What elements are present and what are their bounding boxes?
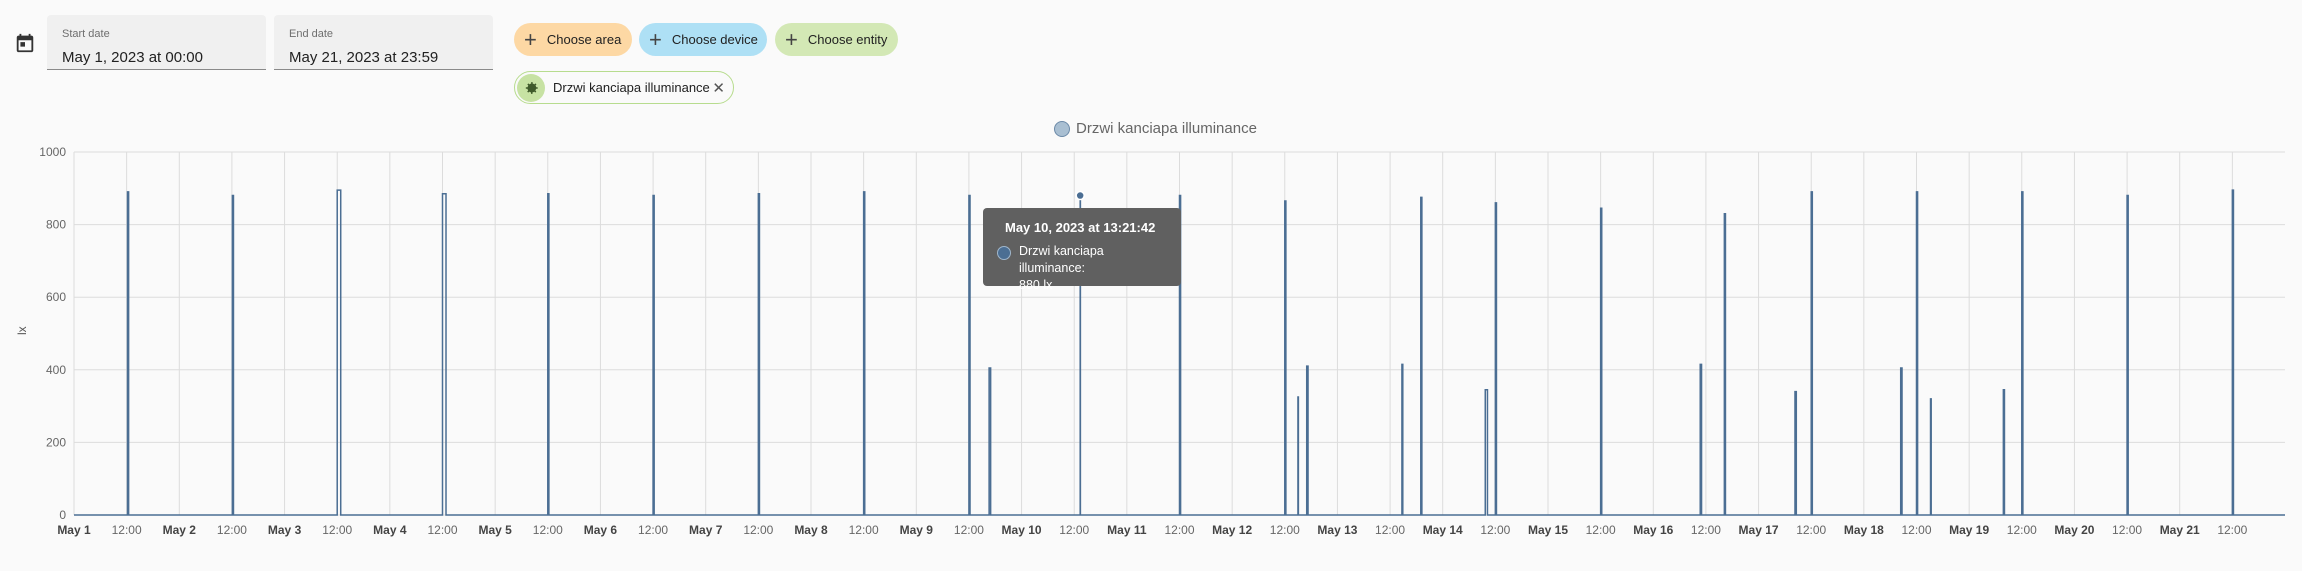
x-tick-label: 12:00 bbox=[217, 523, 247, 537]
x-tick-label: May 17 bbox=[1739, 523, 1779, 537]
x-tick-label: 12:00 bbox=[1480, 523, 1510, 537]
tooltip-value: 880 lx bbox=[1019, 278, 1053, 292]
end-date-label: End date bbox=[289, 28, 334, 40]
x-tick-label: 12:00 bbox=[638, 523, 668, 537]
x-tick-label: May 9 bbox=[900, 523, 934, 537]
x-tick-label: May 10 bbox=[1002, 523, 1042, 537]
x-tick-label: 12:00 bbox=[2112, 523, 2142, 537]
x-tick-label: 12:00 bbox=[954, 523, 984, 537]
x-tick-label: 12:00 bbox=[1270, 523, 1300, 537]
x-tick-label: 12:00 bbox=[1586, 523, 1616, 537]
tooltip-series-marker bbox=[997, 246, 1011, 260]
x-tick-label: May 18 bbox=[1844, 523, 1884, 537]
x-tick-label: May 2 bbox=[163, 523, 197, 537]
y-tick-label: 200 bbox=[46, 435, 66, 449]
x-tick-label: 12:00 bbox=[2007, 523, 2037, 537]
x-tick-label: May 6 bbox=[584, 523, 618, 537]
selected-entity-name: Drzwi kanciapa illuminance bbox=[553, 80, 710, 95]
x-tick-label: May 19 bbox=[1949, 523, 1989, 537]
plus-icon: + bbox=[785, 26, 798, 52]
start-date-value: May 1, 2023 at 00:00 bbox=[62, 49, 203, 66]
x-tick-label: May 1 bbox=[57, 523, 91, 537]
y-tick-label: 400 bbox=[46, 363, 66, 377]
x-tick-label: May 5 bbox=[478, 523, 512, 537]
x-tick-label: May 15 bbox=[1528, 523, 1568, 537]
selected-entity-chip[interactable]: Drzwi kanciapa illuminance ✕ bbox=[514, 71, 734, 104]
end-date-field[interactable]: End date May 21, 2023 at 23:59 bbox=[274, 15, 493, 70]
x-tick-label: 12:00 bbox=[533, 523, 563, 537]
x-tick-label: May 20 bbox=[2054, 523, 2094, 537]
x-tick-label: May 11 bbox=[1107, 523, 1147, 537]
y-tick-label: 1000 bbox=[39, 145, 66, 159]
y-tick-label: 600 bbox=[46, 290, 66, 304]
x-tick-label: May 16 bbox=[1633, 523, 1673, 537]
chart-tooltip: May 10, 2023 at 13:21:42 Drzwi kanciapa … bbox=[983, 208, 1181, 292]
highlighted-point bbox=[1075, 190, 1085, 201]
x-tick-label: 12:00 bbox=[1691, 523, 1721, 537]
y-tick-label: 800 bbox=[46, 218, 66, 232]
y-tick-label: 0 bbox=[59, 508, 66, 522]
tooltip-title: May 10, 2023 at 13:21:42 bbox=[1005, 220, 1156, 235]
x-tick-label: May 3 bbox=[268, 523, 302, 537]
x-tick-label: May 7 bbox=[689, 523, 723, 537]
choose-device-button[interactable]: + Choose device bbox=[639, 23, 767, 56]
choose-entity-button[interactable]: + Choose entity bbox=[775, 23, 898, 56]
tooltip-series-label: Drzwi kanciapa illuminance: bbox=[1019, 244, 1104, 275]
x-tick-label: 12:00 bbox=[743, 523, 773, 537]
x-tick-label: 12:00 bbox=[1164, 523, 1194, 537]
start-date-label: Start date bbox=[62, 28, 110, 40]
end-date-value: May 21, 2023 at 23:59 bbox=[289, 49, 439, 66]
x-tick-label: 12:00 bbox=[427, 523, 457, 537]
plus-icon: + bbox=[524, 26, 537, 52]
x-tick-label: May 13 bbox=[1317, 523, 1357, 537]
calendar-icon[interactable] bbox=[14, 32, 36, 54]
choose-device-label: Choose device bbox=[671, 32, 758, 47]
x-tick-label: May 4 bbox=[373, 523, 407, 537]
x-tick-label: 12:00 bbox=[322, 523, 352, 537]
chart-legend[interactable]: Drzwi kanciapa illuminance bbox=[1054, 120, 1257, 137]
x-tick-label: 12:00 bbox=[849, 523, 879, 537]
start-date-field[interactable]: Start date May 1, 2023 at 00:00 bbox=[47, 15, 266, 70]
x-tick-label: 12:00 bbox=[1375, 523, 1405, 537]
remove-entity-icon[interactable]: ✕ bbox=[712, 79, 725, 97]
series-line bbox=[74, 189, 2285, 516]
x-tick-label: May 21 bbox=[2160, 523, 2200, 537]
x-tick-label: 12:00 bbox=[1059, 523, 1089, 537]
plus-icon: + bbox=[649, 26, 662, 52]
x-tick-label: May 14 bbox=[1423, 523, 1463, 537]
x-tick-label: 12:00 bbox=[112, 523, 142, 537]
choose-area-button[interactable]: + Choose area bbox=[514, 23, 632, 56]
x-tick-label: 12:00 bbox=[1901, 523, 1931, 537]
choose-entity-label: Choose entity bbox=[807, 32, 888, 47]
choose-area-label: Choose area bbox=[546, 32, 622, 47]
x-tick-label: May 8 bbox=[794, 523, 828, 537]
gear-sensor-icon bbox=[517, 73, 545, 102]
x-tick-label: May 12 bbox=[1212, 523, 1252, 537]
x-tick-label: 12:00 bbox=[1796, 523, 1826, 537]
x-tick-label: 12:00 bbox=[2217, 523, 2247, 537]
legend-marker bbox=[1054, 120, 1070, 137]
legend-label: Drzwi kanciapa illuminance bbox=[1076, 120, 1257, 137]
